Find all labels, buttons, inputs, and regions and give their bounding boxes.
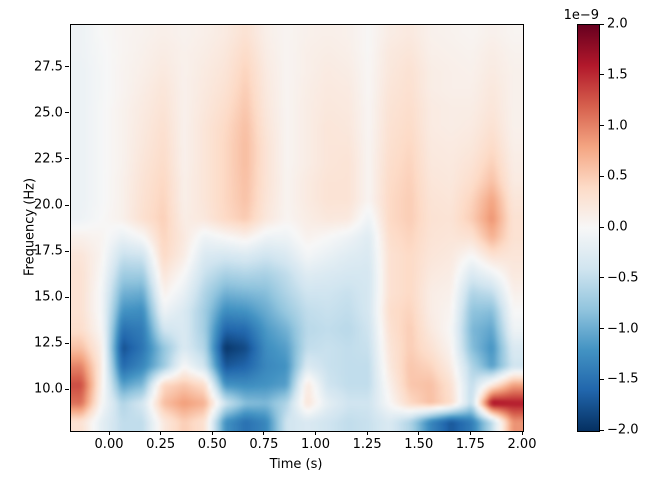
colorbar-tick-label: −1.0 <box>607 321 639 336</box>
x-tick-label: 1.00 <box>301 437 330 452</box>
colorbar-tick-mark <box>600 226 604 228</box>
x-tick-mark <box>315 431 316 435</box>
y-tick-label: 25.0 <box>34 105 63 121</box>
y-tick-label: 10.0 <box>34 381 63 397</box>
y-tick-mark <box>65 250 69 252</box>
colorbar-tick-mark <box>600 23 604 25</box>
y-tick-mark <box>65 342 69 344</box>
x-tick-label: 0.25 <box>146 437 176 452</box>
colorbar-tick-label: −1.5 <box>607 371 639 387</box>
colorbar-tick-mark <box>600 74 604 76</box>
colorbar-tick-label: −0.5 <box>607 270 639 286</box>
colorbar-tick-label: −2.0 <box>607 422 639 438</box>
y-tick-mark <box>65 66 69 68</box>
y-axis-label: Frequency (Hz) <box>22 177 38 277</box>
colorbar-tick-label: 0.5 <box>607 168 628 184</box>
plot-area <box>70 24 524 432</box>
colorbar-tick-label: 1.0 <box>607 118 628 133</box>
y-tick-mark <box>65 296 69 298</box>
colorbar-tick-label: 0.0 <box>607 219 628 235</box>
colorbar-tick-mark <box>600 429 604 431</box>
colorbar-tick-mark <box>600 175 604 177</box>
x-tick-mark <box>263 431 265 435</box>
y-tick-mark <box>65 112 69 114</box>
x-tick-mark <box>469 431 471 435</box>
x-tick-label: 1.50 <box>404 437 434 452</box>
y-tick-label: 12.5 <box>34 335 63 351</box>
y-tick-label: 27.5 <box>34 59 63 75</box>
x-axis-label: Time (s) <box>269 457 323 472</box>
y-tick-mark <box>65 388 69 390</box>
y-tick-label: 20.0 <box>34 197 63 213</box>
x-tick-mark <box>160 431 162 435</box>
x-tick-mark <box>108 431 110 435</box>
colorbar-tick-label: 1.5 <box>607 67 628 83</box>
colorbar-gradient <box>578 25 599 431</box>
x-tick-mark <box>366 431 368 435</box>
x-tick-mark <box>211 431 213 435</box>
colorbar-tick-mark <box>600 378 604 380</box>
x-tick-label: 0.50 <box>197 437 227 452</box>
x-tick-label: 2.00 <box>507 437 537 452</box>
x-tick-label: 1.75 <box>455 437 485 452</box>
colorbar-tick-mark <box>600 277 604 279</box>
x-tick-label: 0.00 <box>94 437 124 452</box>
tfr-heatmap-image <box>71 25 523 431</box>
y-tick-label: 15.0 <box>34 289 63 305</box>
x-tick-mark <box>521 431 523 435</box>
x-tick-label: 0.75 <box>249 437 279 452</box>
x-tick-mark <box>418 431 420 435</box>
colorbar-tick-mark <box>600 125 604 126</box>
y-tick-mark <box>65 158 69 160</box>
x-tick-label: 1.25 <box>352 437 382 452</box>
colorbar <box>577 24 600 432</box>
colorbar-tick-mark <box>600 328 604 329</box>
colorbar-tick-label: 2.0 <box>607 16 628 32</box>
colorbar-offset-label: 1e−9 <box>563 8 599 23</box>
y-tick-label: 22.5 <box>34 151 63 167</box>
y-tick-label: 17.5 <box>34 243 63 259</box>
y-tick-mark <box>65 204 69 206</box>
